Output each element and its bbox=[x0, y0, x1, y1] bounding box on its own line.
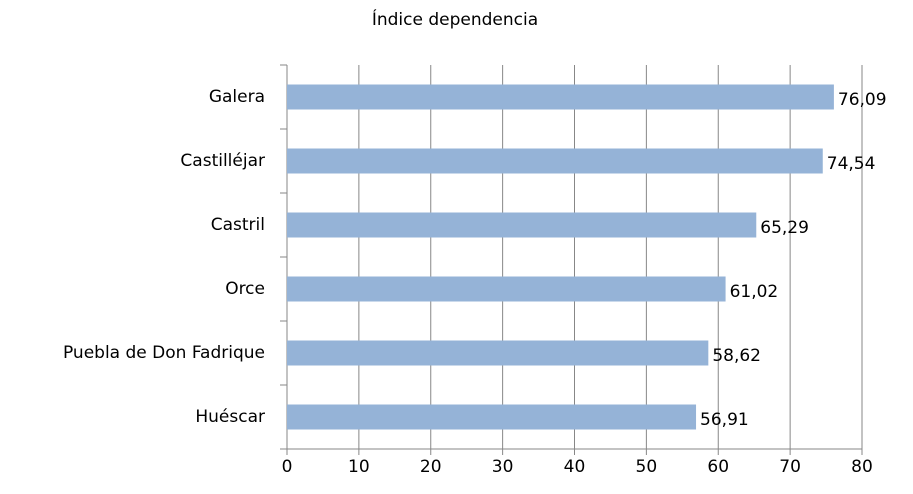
bar bbox=[287, 212, 757, 238]
y-tick-label: Orce bbox=[225, 279, 265, 299]
value-label: 58,62 bbox=[712, 346, 761, 366]
y-tick-label: Galera bbox=[209, 87, 265, 107]
x-tick-label: 30 bbox=[492, 457, 514, 477]
value-label: 56,91 bbox=[700, 410, 749, 430]
x-tick-label: 10 bbox=[348, 457, 370, 477]
chart-title: Índice dependencia bbox=[372, 8, 538, 30]
bar bbox=[287, 84, 834, 110]
x-tick-label: 80 bbox=[851, 457, 873, 477]
bar bbox=[287, 276, 726, 302]
x-tick-label: 50 bbox=[636, 457, 658, 477]
y-tick-label: Puebla de Don Fadrique bbox=[63, 343, 265, 363]
value-label: 76,09 bbox=[838, 90, 887, 110]
x-tick-label: 40 bbox=[564, 457, 586, 477]
x-tick-label: 60 bbox=[707, 457, 729, 477]
bar bbox=[287, 340, 709, 366]
x-tick-label: 70 bbox=[779, 457, 801, 477]
value-label: 65,29 bbox=[760, 218, 809, 238]
x-tick-label: 20 bbox=[420, 457, 442, 477]
x-tick-label: 0 bbox=[282, 457, 293, 477]
y-tick-label: Huéscar bbox=[195, 407, 265, 427]
y-tick-label: Castilléjar bbox=[180, 151, 265, 171]
bar bbox=[287, 404, 697, 430]
value-label: 61,02 bbox=[730, 282, 779, 302]
bar bbox=[287, 148, 823, 174]
y-tick-label: Castril bbox=[211, 215, 265, 235]
value-label: 74,54 bbox=[827, 154, 876, 174]
